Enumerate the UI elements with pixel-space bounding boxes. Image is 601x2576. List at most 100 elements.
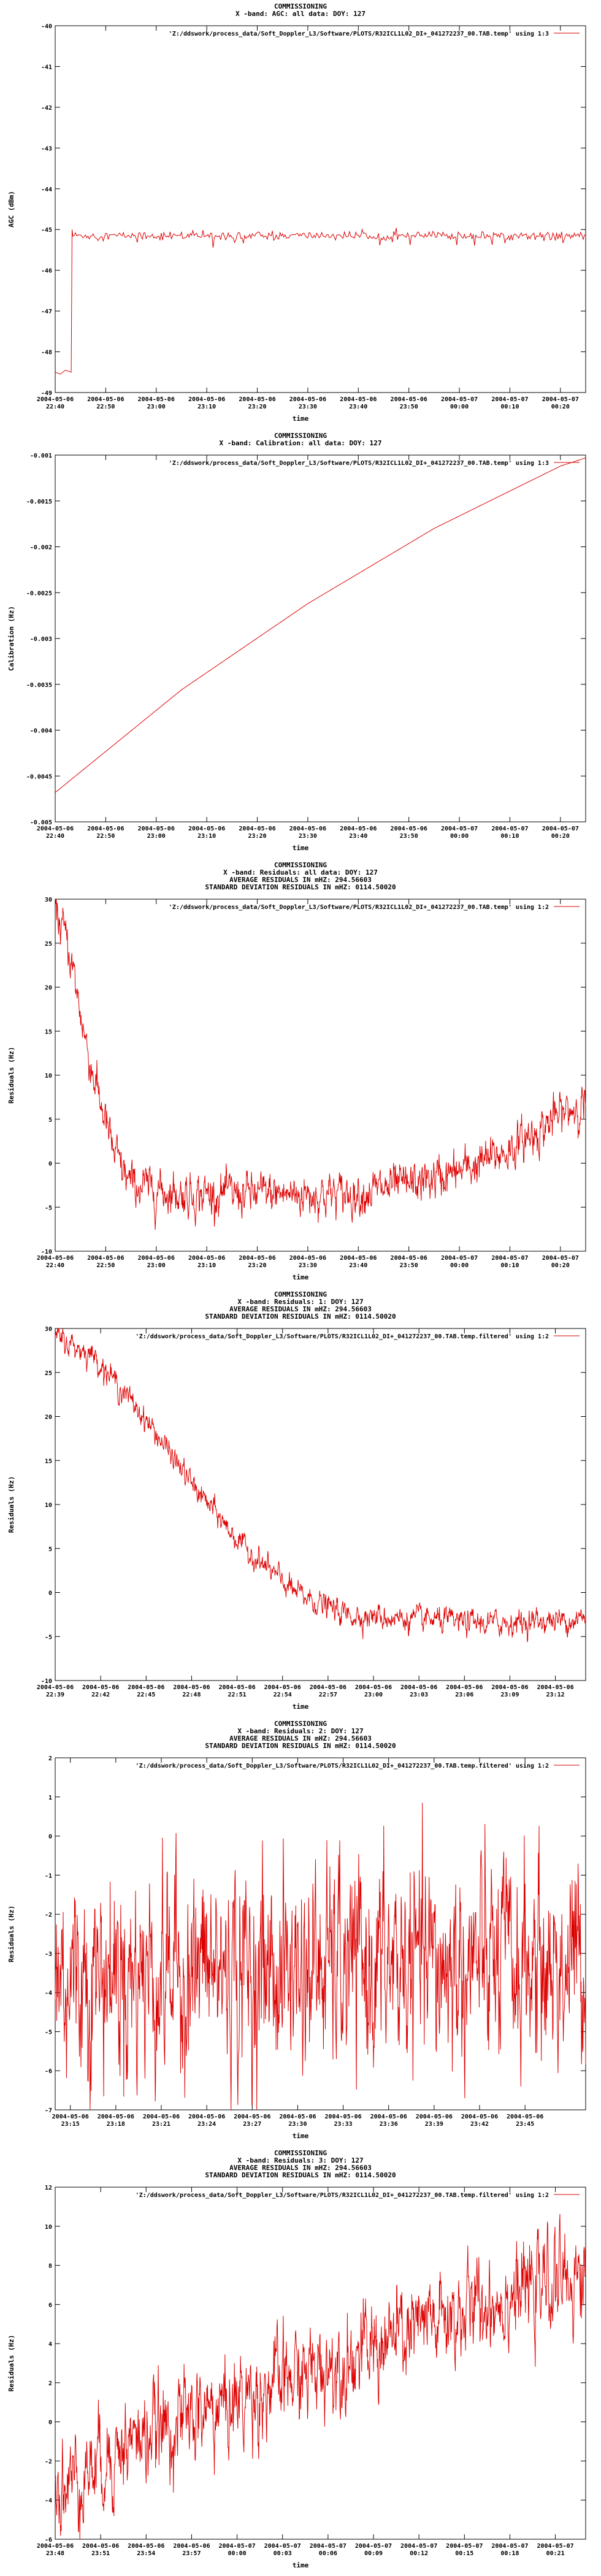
y-tick-label: -5 [45, 1634, 52, 1641]
x-axis-label: time [293, 415, 309, 423]
y-tick-label: -5 [45, 1205, 52, 1211]
y-tick-label: -4 [45, 1990, 52, 1997]
y-tick-label: 0 [48, 1834, 52, 1841]
y-tick-label: -0.0015 [26, 499, 52, 505]
x-tick-date: 2004-05-06 [87, 1255, 124, 1262]
x-tick-date: 2004-05-06 [446, 1684, 483, 1691]
y-tick-label: 10 [45, 2224, 52, 2231]
x-tick-date: 2004-05-06 [138, 396, 175, 403]
y-tick-label: 0 [48, 2420, 52, 2426]
x-tick-date: 2004-05-07 [491, 2543, 528, 2550]
x-axis-label: time [293, 1273, 309, 1281]
chart-title-line: COMMISSIONING [274, 2, 327, 10]
chart-title-line: COMMISSIONING [274, 1720, 327, 1728]
chart-title-line: X -band: Residuals: 1: DOY: 127 [237, 1298, 363, 1306]
x-tick-time: 23:57 [182, 2550, 201, 2557]
y-tick-label: 30 [45, 1326, 52, 1333]
x-axis-label: time [293, 2132, 309, 2140]
x-tick-date: 2004-05-06 [218, 1684, 255, 1691]
x-tick-date: 2004-05-06 [128, 1684, 164, 1691]
x-tick-time: 23:18 [107, 2121, 125, 2128]
y-tick-label: -5 [45, 2029, 52, 2036]
y-tick-label: -42 [41, 105, 52, 112]
y-tick-label: 4 [48, 2341, 52, 2348]
x-tick-date: 2004-05-06 [416, 2114, 453, 2120]
chart-title-line: AVERAGE RESIDUALS IN mHZ: 294.56603 [229, 2164, 372, 2172]
x-tick-date: 2004-05-06 [324, 2114, 361, 2120]
x-tick-time: 22:42 [91, 1692, 110, 1698]
y-tick-label: -3 [45, 1951, 52, 1958]
x-tick-date: 2004-05-07 [441, 826, 478, 832]
x-tick-time: 23:42 [470, 2121, 489, 2128]
x-tick-time: 23:21 [152, 2121, 170, 2128]
x-tick-time: 00:00 [450, 1262, 469, 1269]
chart-panel-5: COMMISSIONING X -band: Residuals: 2: DOY:… [0, 1717, 601, 2147]
x-tick-time: 22:54 [274, 1692, 292, 1698]
x-tick-time: 22:48 [182, 1692, 201, 1698]
y-tick-label: -1 [45, 1873, 52, 1879]
x-tick-date: 2004-05-06 [391, 826, 427, 832]
y-tick-label: 15 [45, 1029, 52, 1035]
x-tick-date: 2004-05-06 [173, 2543, 210, 2550]
y-tick-label: 20 [45, 1414, 52, 1421]
x-tick-date: 2004-05-06 [37, 2543, 74, 2550]
legend-label: 'Z:/ddswork/process_data/Soft_Doppler_L3… [169, 459, 549, 467]
x-tick-time: 23:20 [248, 833, 266, 840]
x-tick-date: 2004-05-06 [234, 2114, 270, 2120]
y-tick-label: 2 [48, 2380, 52, 2387]
y-axis-label: Residuals (Hz) [7, 1476, 15, 1533]
y-tick-label: -7 [45, 2107, 52, 2114]
x-tick-date: 2004-05-06 [37, 396, 74, 403]
x-axis-label: time [293, 1703, 309, 1711]
chart-title-line: STANDARD DEVIATION RESIDUALS IN mHZ: 011… [205, 2171, 396, 2179]
x-tick-time: 23:50 [400, 833, 418, 840]
y-tick-label: -0.002 [30, 545, 52, 551]
x-tick-time: 23:33 [334, 2121, 353, 2128]
x-tick-time: 23:51 [91, 2550, 110, 2557]
x-tick-date: 2004-05-07 [310, 2543, 346, 2550]
x-tick-date: 2004-05-06 [391, 1255, 427, 1262]
x-tick-date: 2004-05-06 [340, 1255, 377, 1262]
plot-frame [55, 454, 586, 822]
chart-title-line: X -band: Residuals: 3: DOY: 127 [237, 2156, 363, 2164]
x-tick-date: 2004-05-06 [37, 1684, 74, 1691]
y-tick-label: 0 [48, 1161, 52, 1168]
y-tick-label: -49 [41, 390, 52, 397]
x-tick-date: 2004-05-06 [37, 1255, 74, 1262]
x-tick-time: 23:50 [400, 1262, 418, 1269]
y-tick-label: -4 [45, 2497, 52, 2504]
x-tick-date: 2004-05-07 [537, 2543, 573, 2550]
y-tick-label: -6 [45, 2537, 52, 2543]
x-tick-date: 2004-05-06 [289, 396, 326, 403]
x-tick-time: 00:09 [364, 2550, 383, 2557]
x-tick-time: 22:39 [46, 1692, 64, 1698]
x-tick-date: 2004-05-06 [310, 1684, 346, 1691]
x-tick-time: 23:39 [425, 2121, 443, 2128]
x-tick-time: 22:57 [319, 1692, 337, 1698]
chart-panel-1: COMMISSIONING X -band: AGC: all data: DOY… [0, 0, 601, 429]
x-tick-time: 23:36 [380, 2121, 398, 2128]
chart-panel-6: COMMISSIONING X -band: Residuals: 3: DOY:… [0, 2147, 601, 2576]
x-tick-date: 2004-05-06 [264, 1684, 301, 1691]
series-line [55, 899, 586, 1230]
x-tick-date: 2004-05-06 [461, 2114, 498, 2120]
x-tick-date: 2004-05-06 [491, 1684, 528, 1691]
chart-panel-3: COMMISSIONING X -band: Residuals: all dat… [0, 859, 601, 1288]
x-tick-date: 2004-05-07 [491, 396, 528, 403]
x-tick-time: 23:40 [349, 404, 367, 410]
x-tick-date: 2004-05-06 [52, 2114, 89, 2120]
y-axis-label: Residuals (Hz) [7, 2335, 15, 2392]
x-tick-date: 2004-05-06 [289, 826, 326, 832]
x-tick-date: 2004-05-06 [188, 826, 225, 832]
y-axis-label: Residuals (Hz) [7, 1906, 15, 1963]
x-tick-time: 22:50 [96, 833, 115, 840]
x-tick-time: 00:00 [450, 404, 469, 410]
x-tick-time: 23:10 [197, 833, 216, 840]
y-tick-label: -0.001 [30, 453, 52, 459]
x-tick-time: 23:30 [299, 1262, 317, 1269]
x-tick-time: 23:40 [349, 1262, 367, 1269]
y-tick-label: -0.004 [30, 728, 52, 735]
